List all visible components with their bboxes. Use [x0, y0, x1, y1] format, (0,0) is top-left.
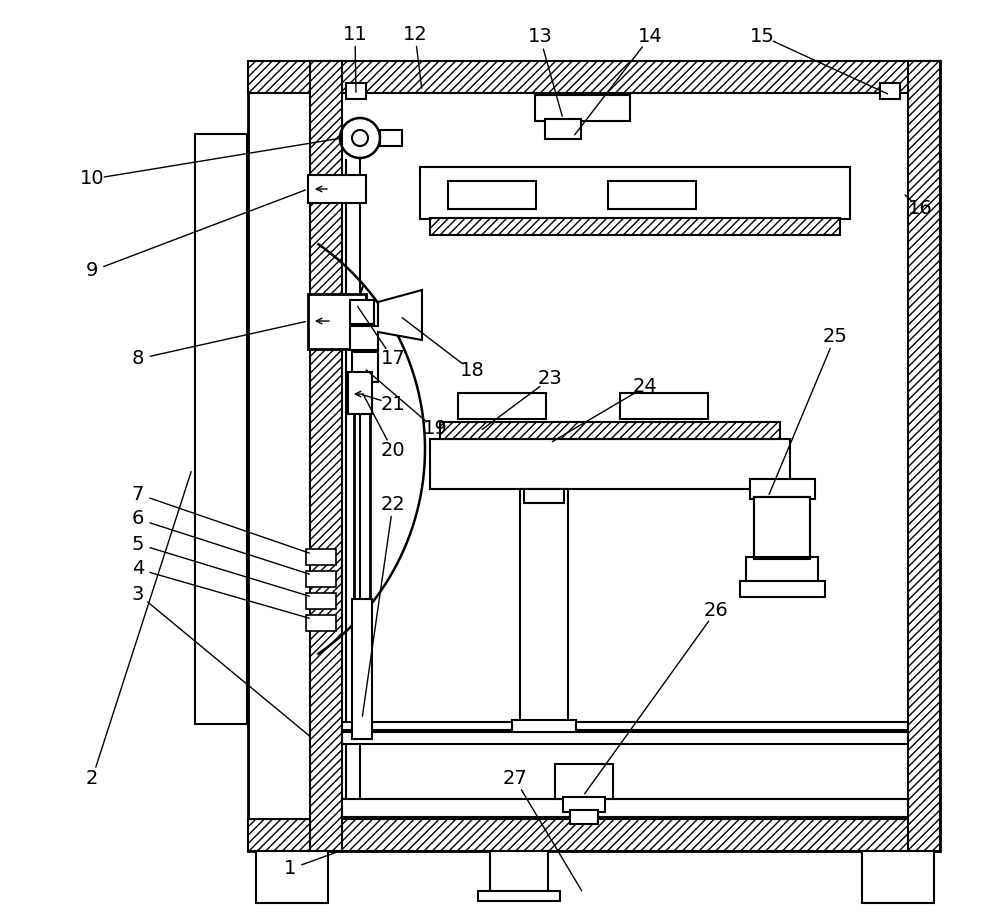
Bar: [862, 851, 934, 903]
Bar: [352, 599, 372, 739]
Bar: [490, 851, 548, 897]
Text: 7: 7: [132, 484, 144, 504]
Text: 14: 14: [638, 28, 662, 47]
Bar: [520, 489, 568, 722]
Bar: [420, 167, 850, 219]
Text: 2: 2: [86, 769, 98, 789]
Bar: [750, 479, 815, 499]
Bar: [308, 175, 366, 203]
Text: 19: 19: [423, 419, 447, 438]
Bar: [308, 294, 366, 349]
Bar: [306, 549, 336, 565]
Bar: [342, 799, 908, 817]
Bar: [545, 119, 581, 139]
Bar: [448, 181, 536, 209]
Text: 11: 11: [343, 25, 367, 43]
Bar: [350, 300, 374, 324]
Bar: [248, 61, 940, 851]
Text: 9: 9: [86, 262, 98, 280]
Bar: [570, 810, 598, 824]
Bar: [754, 497, 810, 559]
Bar: [555, 764, 613, 799]
Bar: [195, 134, 247, 724]
Text: 17: 17: [381, 349, 405, 369]
Text: 16: 16: [908, 199, 932, 219]
Bar: [248, 819, 940, 851]
Bar: [535, 95, 630, 121]
Text: 8: 8: [132, 349, 144, 369]
Bar: [458, 393, 546, 419]
Bar: [310, 61, 342, 851]
Bar: [248, 61, 940, 93]
Bar: [908, 61, 940, 851]
Bar: [256, 851, 328, 903]
Text: 24: 24: [633, 378, 657, 396]
Bar: [430, 439, 790, 489]
Bar: [740, 581, 825, 597]
Text: 21: 21: [381, 394, 405, 414]
Text: 5: 5: [132, 535, 144, 553]
Bar: [348, 372, 372, 414]
Bar: [880, 83, 900, 99]
Text: 6: 6: [132, 509, 144, 528]
Text: 12: 12: [403, 25, 427, 43]
Bar: [306, 571, 336, 587]
Polygon shape: [350, 290, 422, 350]
Text: 1: 1: [284, 859, 296, 879]
Text: 13: 13: [528, 28, 552, 47]
Text: 25: 25: [823, 327, 847, 346]
Bar: [478, 891, 560, 901]
Bar: [342, 93, 908, 819]
Bar: [346, 83, 366, 99]
Bar: [512, 720, 576, 732]
Bar: [310, 732, 908, 744]
Bar: [380, 130, 402, 146]
Bar: [608, 181, 696, 209]
Text: 15: 15: [750, 27, 774, 46]
Bar: [563, 797, 605, 812]
Text: 22: 22: [381, 494, 405, 514]
Text: 4: 4: [132, 560, 144, 578]
Bar: [352, 352, 378, 382]
Bar: [430, 218, 840, 235]
Bar: [620, 393, 708, 419]
Bar: [310, 722, 908, 730]
Text: 3: 3: [132, 584, 144, 604]
Text: 10: 10: [80, 169, 104, 188]
Bar: [754, 497, 810, 559]
Text: 20: 20: [381, 441, 405, 460]
Bar: [306, 593, 336, 609]
Bar: [306, 615, 336, 631]
Bar: [524, 489, 564, 503]
Text: 27: 27: [503, 769, 527, 789]
Bar: [440, 422, 780, 439]
Text: 18: 18: [460, 361, 484, 380]
Text: 26: 26: [704, 602, 728, 620]
Bar: [746, 557, 818, 583]
Text: 23: 23: [538, 369, 562, 389]
